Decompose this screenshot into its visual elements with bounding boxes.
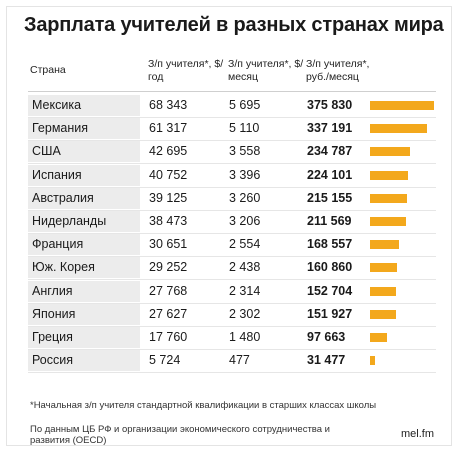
row-divider bbox=[28, 117, 436, 118]
row-divider bbox=[28, 348, 436, 350]
salary-bar bbox=[370, 332, 387, 342]
salary-bar bbox=[370, 101, 434, 110]
salary-bar bbox=[370, 193, 407, 203]
chart-title: Зарплата учителей в разных странах мира bbox=[24, 14, 444, 36]
usd-month-cell: 2 314 bbox=[229, 283, 261, 298]
row-divider bbox=[28, 256, 436, 258]
usd-month-cell: 3 558 bbox=[229, 144, 261, 159]
rub-month-cell: 151 927 bbox=[307, 306, 353, 321]
rub-month-cell: 97 663 bbox=[307, 329, 346, 344]
usd-year-cell: 29 252 bbox=[149, 260, 188, 275]
brand-logo-text[interactable]: mel.fm bbox=[401, 428, 434, 440]
usd-month-cell: 5 110 bbox=[229, 121, 260, 136]
table-row: Юж. Корея 29 252 2 438 160 860 bbox=[28, 257, 436, 281]
table-row: Япония 27 627 2 302 151 927 bbox=[28, 303, 436, 327]
usd-month-cell: 2 438 bbox=[229, 260, 261, 275]
source-note: По данным ЦБ РФ и организации экономичес… bbox=[30, 424, 330, 446]
table-row: Англия 27 768 2 314 152 704 bbox=[28, 280, 436, 304]
country-cell: Австралия bbox=[28, 187, 140, 209]
country-cell: Греция bbox=[28, 326, 140, 348]
country-cell: Франция bbox=[28, 234, 140, 256]
header-country: Страна bbox=[30, 64, 66, 76]
row-divider bbox=[28, 325, 436, 327]
footnote: *Начальная з/п учителя стандартной квали… bbox=[30, 400, 377, 411]
usd-month-cell: 1 480 bbox=[229, 329, 261, 344]
table-row: Австралия 39 125 3 260 215 155 bbox=[28, 187, 436, 211]
country-cell: Россия bbox=[28, 350, 140, 372]
country-cell: Англия bbox=[28, 280, 140, 302]
salary-table: Мексика 68 343 5 695 375 830 Германия 61 317 5… bbox=[28, 95, 436, 374]
usd-month-cell: 3 206 bbox=[229, 213, 261, 228]
country-cell: Юж. Корея bbox=[28, 257, 140, 279]
row-divider bbox=[28, 302, 436, 304]
rub-month-cell: 160 860 bbox=[307, 260, 353, 275]
rub-month-cell: 152 704 bbox=[307, 283, 353, 298]
salary-bar bbox=[370, 170, 408, 180]
row-divider bbox=[28, 140, 436, 142]
country-cell: Нидерланды bbox=[28, 210, 140, 232]
header-divider bbox=[28, 91, 436, 92]
usd-month-cell: 3 396 bbox=[229, 167, 261, 182]
usd-year-cell: 39 125 bbox=[149, 190, 188, 205]
table-row: Германия 61 317 5 110 337 191 bbox=[28, 118, 436, 142]
table-row: Испания 40 752 3 396 224 101 bbox=[28, 164, 436, 188]
row-divider bbox=[28, 186, 436, 188]
salary-bar bbox=[370, 286, 396, 296]
usd-month-cell: 2 554 bbox=[229, 237, 261, 252]
salary-bar bbox=[370, 240, 399, 250]
usd-year-cell: 17 760 bbox=[149, 329, 188, 344]
salary-bar bbox=[370, 216, 406, 226]
usd-month-cell: 2 302 bbox=[229, 306, 261, 321]
usd-year-cell: 61 317 bbox=[149, 121, 188, 136]
rub-month-cell: 337 191 bbox=[307, 121, 353, 136]
usd-year-cell: 5 724 bbox=[149, 353, 181, 368]
table-row: Мексика 68 343 5 695 375 830 bbox=[28, 95, 436, 118]
usd-year-cell: 42 695 bbox=[149, 144, 188, 159]
rub-month-cell: 168 557 bbox=[307, 237, 353, 252]
row-divider bbox=[28, 232, 436, 234]
header-rub-month: З/п учителя*, руб./месяц bbox=[306, 58, 370, 83]
rub-month-cell: 375 830 bbox=[307, 98, 353, 112]
row-divider bbox=[28, 163, 436, 165]
table-row: Греция 17 760 1 480 97 663 bbox=[28, 326, 436, 350]
usd-year-cell: 30 651 bbox=[149, 237, 188, 252]
rub-month-cell: 31 477 bbox=[307, 353, 346, 368]
usd-year-cell: 68 343 bbox=[149, 98, 188, 112]
country-cell: Мексика bbox=[28, 95, 140, 116]
rub-month-cell: 224 101 bbox=[307, 167, 353, 182]
usd-year-cell: 27 627 bbox=[149, 306, 188, 321]
usd-year-cell: 38 473 bbox=[149, 213, 188, 228]
salary-bar bbox=[370, 356, 375, 366]
country-cell: Испания bbox=[28, 164, 140, 186]
usd-year-cell: 40 752 bbox=[149, 167, 188, 182]
country-cell: Германия bbox=[28, 118, 140, 140]
row-divider bbox=[28, 279, 436, 281]
salary-bar bbox=[370, 147, 410, 157]
rub-month-cell: 234 787 bbox=[307, 144, 353, 159]
salary-bar bbox=[370, 263, 397, 273]
row-divider bbox=[28, 372, 436, 374]
row-divider bbox=[28, 209, 436, 211]
table-row: Россия 5 724 477 31 477 bbox=[28, 350, 436, 374]
rub-month-cell: 215 155 bbox=[307, 190, 353, 205]
header-usd-month: З/п учителя*, $/месяц bbox=[228, 58, 304, 83]
table-row: США 42 695 3 558 234 787 bbox=[28, 141, 436, 165]
country-cell: Япония bbox=[28, 303, 140, 325]
table-row: Франция 30 651 2 554 168 557 bbox=[28, 234, 436, 258]
usd-month-cell: 477 bbox=[229, 353, 250, 368]
usd-month-cell: 5 695 bbox=[229, 98, 261, 112]
country-cell: США bbox=[28, 141, 140, 163]
salary-bar bbox=[370, 124, 427, 134]
table-row: Нидерланды 38 473 3 206 211 569 bbox=[28, 210, 436, 234]
salary-bar bbox=[370, 309, 396, 319]
header-usd-year: З/п учителя*, $/год bbox=[148, 58, 224, 83]
usd-month-cell: 3 260 bbox=[229, 190, 261, 205]
usd-year-cell: 27 768 bbox=[149, 283, 188, 298]
rub-month-cell: 211 569 bbox=[307, 213, 352, 228]
